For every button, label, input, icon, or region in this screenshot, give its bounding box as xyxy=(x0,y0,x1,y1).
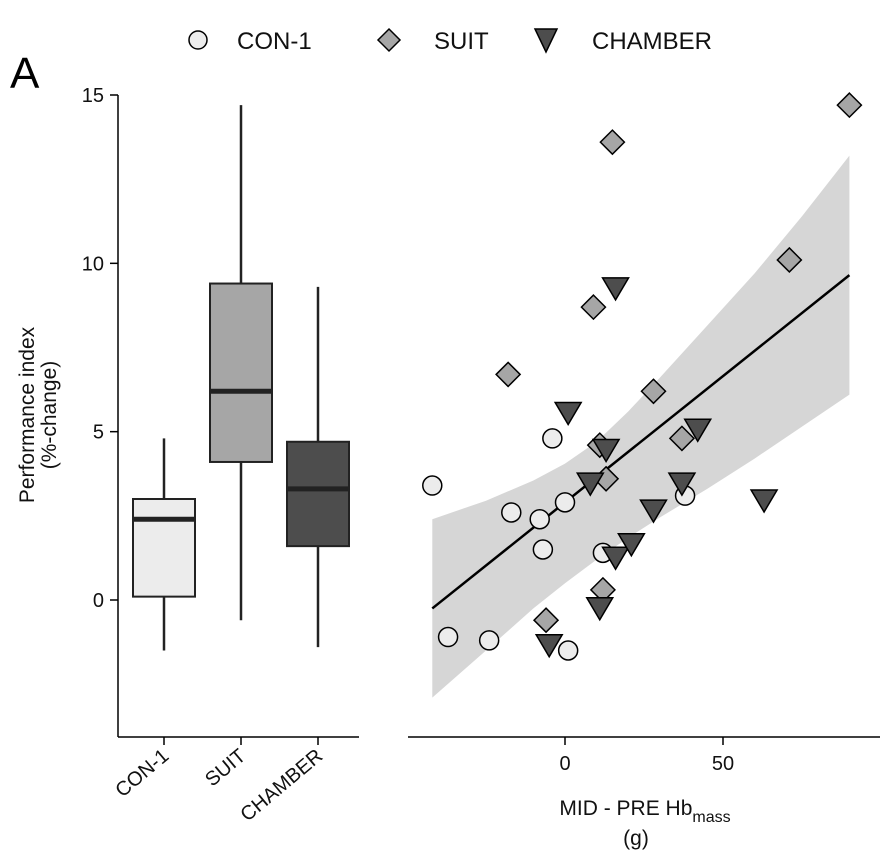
point-chamber-12 xyxy=(749,489,779,514)
point-con1-3 xyxy=(478,630,500,651)
point-chamber-2 xyxy=(553,401,583,426)
point-chamber-5 xyxy=(591,438,621,463)
legend-label-con1: CON-1 xyxy=(237,28,312,55)
y-tick-label-0: 0 xyxy=(93,590,104,612)
legend-label-chamber: CHAMBER xyxy=(592,28,712,55)
regression-line xyxy=(431,274,851,610)
legend-label-suit: SUIT xyxy=(434,28,489,55)
point-con1-5 xyxy=(529,508,550,530)
x-tick-label-chamber: CHAMBER xyxy=(236,745,327,826)
point-suit-3 xyxy=(580,294,607,321)
point-chamber-9 xyxy=(639,499,668,524)
point-con1-9 xyxy=(557,640,579,661)
point-con1-4 xyxy=(501,502,522,523)
x-axis-title-subscript: mass xyxy=(692,809,730,826)
x-tick-label-suit: SUIT xyxy=(201,745,250,791)
y-tick-label-5: 5 xyxy=(93,422,104,444)
y-axis-title-line1: Performance index xyxy=(16,326,39,503)
scatter-points xyxy=(422,92,863,661)
point-con1-8 xyxy=(554,492,576,513)
x-axis-title-main: MID - PRE Hb xyxy=(559,797,692,820)
point-chamber-7 xyxy=(601,277,630,302)
scatter-panel: 0 50 MID - PRE Hbmass (g) xyxy=(408,92,880,850)
point-suit-2 xyxy=(532,607,560,634)
x-axis-title: MID - PRE Hbmass xyxy=(559,797,730,826)
point-suit-9 xyxy=(668,425,695,452)
y-tick-label-15: 15 xyxy=(82,85,104,107)
y-tick-label-10: 10 xyxy=(82,253,104,275)
point-suit-1 xyxy=(495,361,522,388)
point-chamber-3 xyxy=(575,472,605,497)
point-chamber-4 xyxy=(585,596,615,622)
point-con1-6 xyxy=(532,539,554,560)
point-con1-1 xyxy=(422,475,443,496)
box-suit xyxy=(209,282,273,463)
point-chamber-6 xyxy=(601,546,630,571)
point-con1-2 xyxy=(437,626,459,648)
point-chamber-11 xyxy=(683,418,713,443)
scatter-x-tick-label-50: 50 xyxy=(712,753,734,775)
point-suit-8 xyxy=(640,378,667,405)
confidence-band xyxy=(432,155,850,698)
point-chamber-1 xyxy=(534,634,564,659)
x-axis-unit: (g) xyxy=(623,827,649,850)
legend-marker-suit xyxy=(376,27,402,53)
boxes xyxy=(132,105,350,651)
point-chamber-8 xyxy=(617,533,646,558)
legend: CON-1 SUIT CHAMBER xyxy=(188,27,712,55)
point-chamber-10 xyxy=(667,472,697,497)
point-suit-7 xyxy=(599,129,626,156)
scatter-x-ticks: 0 50 xyxy=(559,737,734,775)
point-suit-11 xyxy=(836,92,863,119)
point-suit-10 xyxy=(776,246,803,274)
legend-marker-chamber xyxy=(533,28,559,54)
box-chamber xyxy=(286,440,350,548)
legend-marker-con1 xyxy=(188,30,208,50)
box-y-ticks: 0 5 10 15 xyxy=(82,85,118,612)
box-con1 xyxy=(132,498,196,598)
x-tick-label-con1: CON-1 xyxy=(111,745,173,802)
point-con1-7 xyxy=(542,428,563,449)
panel-label: A xyxy=(10,49,40,98)
scatter-x-tick-label-0: 0 xyxy=(559,753,570,775)
y-axis-title-line2: (%-change) xyxy=(38,361,61,470)
